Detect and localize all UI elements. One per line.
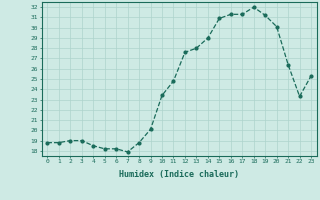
X-axis label: Humidex (Indice chaleur): Humidex (Indice chaleur) <box>119 170 239 179</box>
